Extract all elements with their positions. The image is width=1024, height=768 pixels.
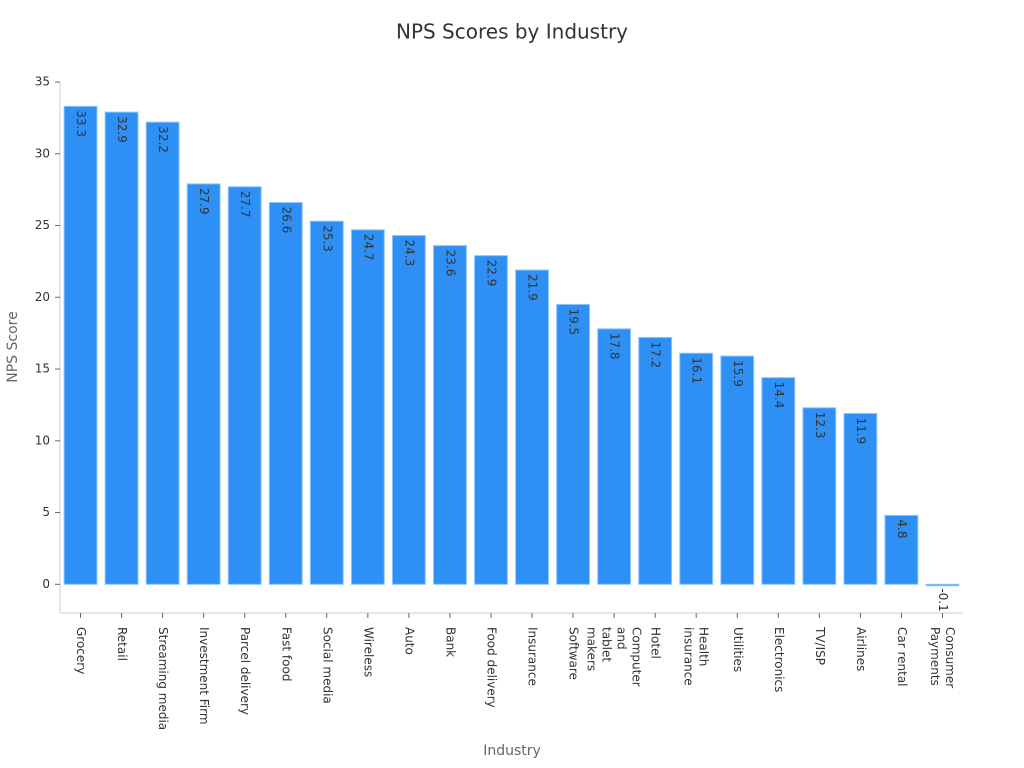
x-tick-label: Investment Firm <box>197 627 211 725</box>
x-tick-label: Hotel <box>649 627 663 659</box>
x-tick-label: TV/ISP <box>813 626 827 665</box>
y-tick-label: 20 <box>35 290 50 304</box>
y-axis-label: NPS Score <box>5 311 21 382</box>
y-tick-label: 10 <box>35 433 50 447</box>
bar <box>433 245 467 585</box>
bar <box>515 269 549 585</box>
bar <box>884 514 919 585</box>
bar <box>802 407 837 585</box>
x-tick-label: Software <box>567 627 581 680</box>
value-label: 12.3 <box>813 412 827 439</box>
value-label: 23.6 <box>443 250 457 277</box>
bar <box>63 105 98 585</box>
y-tick-label: 30 <box>35 146 50 160</box>
value-label: 27.7 <box>238 191 252 218</box>
value-label: 27.9 <box>197 188 211 215</box>
value-label: 24.7 <box>361 234 375 261</box>
bar <box>268 202 303 585</box>
y-tick-label: 0 <box>42 577 50 591</box>
value-label: 22.9 <box>484 260 498 287</box>
value-label: 19.5 <box>567 308 581 335</box>
value-label: 4.8 <box>895 519 909 538</box>
y-tick-label: 5 <box>42 505 50 519</box>
bar <box>597 328 632 585</box>
x-tick-label: Retail <box>115 627 129 661</box>
x-tick-label: Fast food <box>279 627 293 681</box>
x-tick-label: Wireless <box>361 627 375 677</box>
value-label: 15.9 <box>731 360 745 387</box>
bar <box>638 336 673 585</box>
x-tick-label: Car rental <box>895 627 909 687</box>
y-tick-label: 25 <box>35 218 50 232</box>
bar <box>679 352 714 585</box>
bar <box>391 235 426 585</box>
x-tick-label: Utilities <box>731 627 745 672</box>
bar <box>843 413 878 585</box>
bar <box>227 186 262 585</box>
value-label: 16.1 <box>690 357 704 384</box>
y-tick-label: 35 <box>35 75 50 89</box>
bar <box>350 229 385 585</box>
value-label: 33.3 <box>74 110 88 137</box>
bar <box>761 377 796 585</box>
x-tick-label: Airlines <box>854 627 868 671</box>
x-tick-label: Streaming media <box>156 627 170 730</box>
x-tick-label: Bank <box>443 627 457 657</box>
value-label: 25.3 <box>320 225 334 252</box>
bar <box>104 111 139 585</box>
bar <box>720 355 755 585</box>
value-label: 21.9 <box>526 274 540 301</box>
bar <box>925 583 960 587</box>
x-tick-label: Social media <box>320 627 334 704</box>
x-axis-label: Industry <box>483 743 541 759</box>
value-label: 14.4 <box>772 382 786 409</box>
x-tick-label: Food delivery <box>484 627 498 708</box>
value-label: 26.6 <box>279 207 293 234</box>
x-tick-label: Electronics <box>772 627 786 692</box>
x-tick-label: Health insurance <box>682 627 711 686</box>
value-label: 32.9 <box>115 116 129 143</box>
x-tick-label: Parcel delivery <box>238 627 252 715</box>
x-tick-label: Computer and tablet makers <box>585 627 644 690</box>
value-label: 11.9 <box>854 418 868 445</box>
bar <box>474 255 508 585</box>
value-label: 17.2 <box>649 341 663 368</box>
x-tick-label: Insurance <box>526 627 540 686</box>
value-label: 24.3 <box>402 240 416 267</box>
y-tick-label: 15 <box>35 362 50 376</box>
x-tick-label: Consumer Payments <box>928 627 957 692</box>
x-tick-label: Auto <box>402 627 416 655</box>
bar <box>309 220 344 585</box>
chart-title: NPS Scores by Industry <box>396 20 628 44</box>
x-tick-label: Grocery <box>74 627 88 674</box>
bar <box>145 121 180 585</box>
bar <box>556 303 590 585</box>
value-label: 32.2 <box>156 126 170 153</box>
value-label: 17.8 <box>608 333 622 360</box>
value-label: -0.1 <box>936 588 950 611</box>
bar <box>186 183 221 585</box>
